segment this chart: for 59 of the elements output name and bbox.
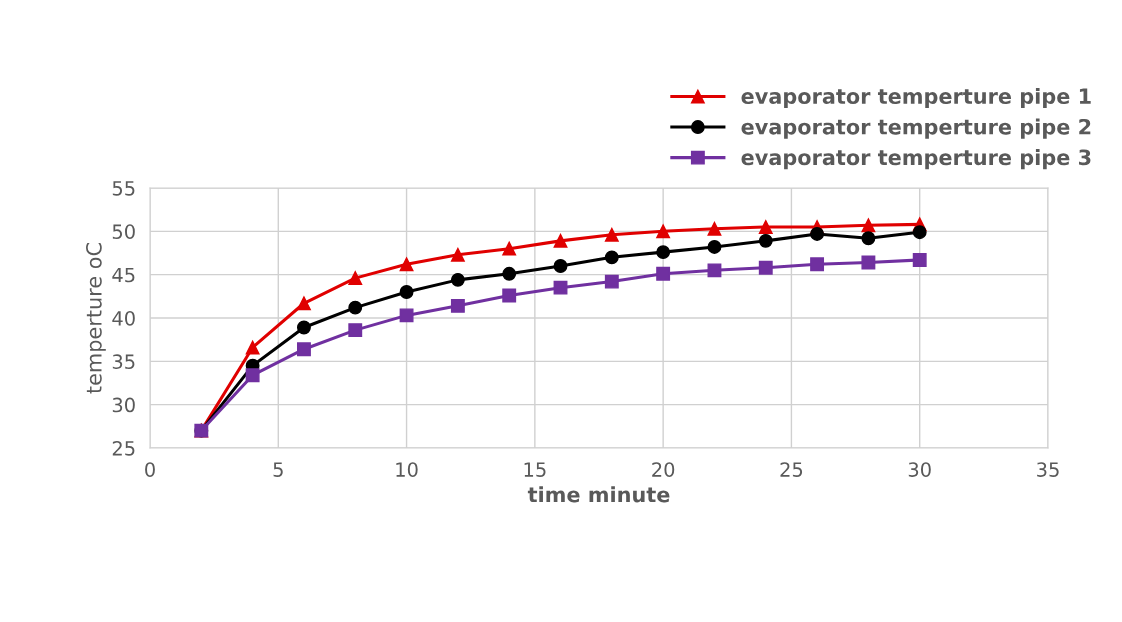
- legend-label: evaporator temperture pipe 3: [741, 149, 1091, 170]
- point: [656, 224, 671, 239]
- point: [553, 280, 568, 295]
- point: [348, 323, 363, 338]
- point: [604, 250, 619, 265]
- point: [245, 340, 260, 355]
- y-tick-label: 45: [112, 267, 135, 283]
- point: [450, 272, 465, 287]
- point: [399, 285, 414, 299]
- point: [348, 300, 363, 315]
- y-tick-label: 40: [112, 310, 135, 326]
- point: [296, 342, 311, 357]
- point: [553, 233, 568, 248]
- point: [810, 226, 825, 241]
- x-tick-label: 15: [524, 462, 546, 477]
- point: [502, 266, 517, 281]
- point: [656, 245, 671, 260]
- x-tick-label: 20: [652, 462, 675, 477]
- point: [707, 221, 722, 236]
- y-tick-label: 55: [112, 181, 135, 196]
- y-tick-label: 30: [112, 397, 135, 413]
- point: [912, 225, 927, 240]
- point: [912, 252, 927, 267]
- point: [707, 263, 722, 278]
- point: [810, 257, 825, 272]
- point: [604, 274, 619, 289]
- point: [296, 296, 311, 311]
- point: [399, 308, 414, 323]
- x-tick-label: 10: [396, 462, 418, 477]
- point: [861, 231, 876, 246]
- point: [553, 259, 568, 273]
- point: [656, 266, 671, 281]
- point: [604, 227, 619, 242]
- point: [348, 271, 363, 286]
- y-tick-label: 50: [112, 224, 135, 239]
- point: [758, 233, 773, 248]
- point: [502, 288, 517, 303]
- point: [399, 257, 414, 272]
- y-tick-label: 35: [112, 354, 135, 369]
- point: [758, 260, 773, 275]
- x-tick-label: 35: [1037, 462, 1059, 477]
- point: [861, 255, 876, 270]
- point: [450, 247, 465, 262]
- legend-label: evaporator temperture pipe 2: [741, 118, 1091, 139]
- point: [245, 368, 260, 383]
- y-axis-title: temperture oC: [86, 243, 106, 394]
- point: [861, 218, 876, 233]
- point: [296, 320, 311, 335]
- x-tick-label: 30: [908, 462, 931, 477]
- legend-label: evaporator temperture pipe 1: [741, 87, 1091, 109]
- x-axis-title: time minute: [527, 486, 670, 503]
- point: [707, 239, 722, 254]
- point: [758, 220, 773, 234]
- x-tick-label: 5: [273, 462, 283, 477]
- x-tick-label: 25: [780, 462, 803, 477]
- point: [502, 241, 517, 256]
- point: [450, 298, 465, 313]
- x-tick-label: 0: [145, 462, 155, 477]
- y-tick-label: 25: [112, 440, 135, 456]
